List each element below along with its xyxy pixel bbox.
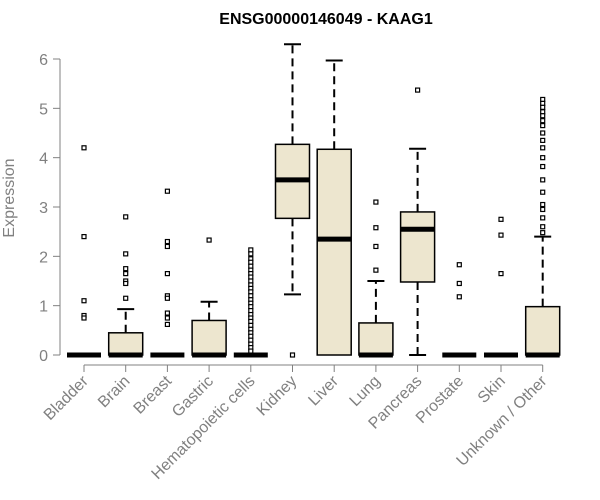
outlier-point [164,321,170,328]
box-skin [484,216,518,358]
outlier-point [540,130,546,136]
outlier-point [540,177,546,183]
box-prostate [442,262,477,358]
outlier-point [164,238,170,245]
y-tick-label: 1 [39,299,48,316]
y-axis: 0 1 2 3 4 5 6 [39,52,61,365]
outlier-point [164,315,170,321]
outlier-point [373,225,379,231]
outlier-point [456,280,462,287]
outlier-point [415,87,421,93]
x-tick-label: Liver [305,372,342,409]
outlier-point [248,251,254,257]
y-tick-label: 0 [39,348,48,365]
box-body [524,305,561,356]
outlier-point [164,188,170,194]
outlier-point [81,145,87,151]
y-tick-label: 3 [39,200,48,217]
outlier-point [123,214,129,220]
outlier-point [540,122,546,129]
x-tick-label: Kidney [254,373,301,420]
outlier-point [456,294,462,300]
y-tick-label: 5 [39,101,48,118]
outlier-point [540,230,546,236]
box-kidney [274,43,311,358]
outlier-point [540,145,546,151]
box-body [191,319,227,356]
outlier-point [289,352,296,358]
y-tick-label: 6 [39,52,48,69]
box-body [107,332,144,356]
box-breast [150,188,185,358]
outlier-point [540,224,546,230]
box-body [399,211,436,283]
box-brain [107,214,144,358]
outlier-point [81,298,87,304]
outlier-point [498,232,504,238]
x-tick-label: Bladder [41,372,92,423]
plot-area [67,43,561,358]
outlier-point [456,262,462,268]
outlier-point [373,267,379,273]
outlier-point [540,137,546,143]
outlier-point [248,348,254,354]
chart-title: ENSG00000146049 - KAAG1 [219,11,433,28]
outlier-point [540,104,546,110]
outlier-point [123,295,129,301]
y-tick-label: 2 [39,249,48,266]
outlier-point [164,271,170,277]
outlier-point [498,271,504,277]
outlier-point [540,215,546,221]
box-gastric [191,237,227,358]
y-axis-label: Expression [1,158,18,237]
x-tick-label: Breast [131,372,176,417]
outlier-point [373,199,379,205]
outlier-point [540,163,546,170]
outlier-point [540,118,546,124]
outlier-point [498,216,504,222]
outlier-point [81,234,87,240]
y-tick-label: 4 [39,151,48,168]
outlier-point [123,251,129,257]
box-lung [358,199,394,358]
box-body [358,322,394,356]
outlier-point [164,310,170,316]
outlier-point [540,206,546,213]
outlier-point [540,113,546,119]
outlier-point [123,266,129,272]
outlier-point [540,155,546,161]
x-tick-label: Skin [475,373,509,407]
outlier-point [123,280,129,287]
outlier-point [540,201,546,208]
outlier-point [540,189,546,195]
box-body [316,148,352,356]
outlier-point [81,315,87,321]
box-hematopoietic-cells [233,247,268,358]
outlier-point [123,271,129,277]
x-tick-label: Lung [347,373,384,410]
box-liver [316,59,352,356]
x-tick-label: Brain [95,373,133,411]
box-pancreas [399,87,436,356]
outlier-point [164,295,170,301]
box-unknown-other [524,96,561,358]
box-bladder [67,145,101,358]
outlier-point [206,237,212,243]
outlier-point [373,243,379,250]
outlier-point [164,243,170,250]
